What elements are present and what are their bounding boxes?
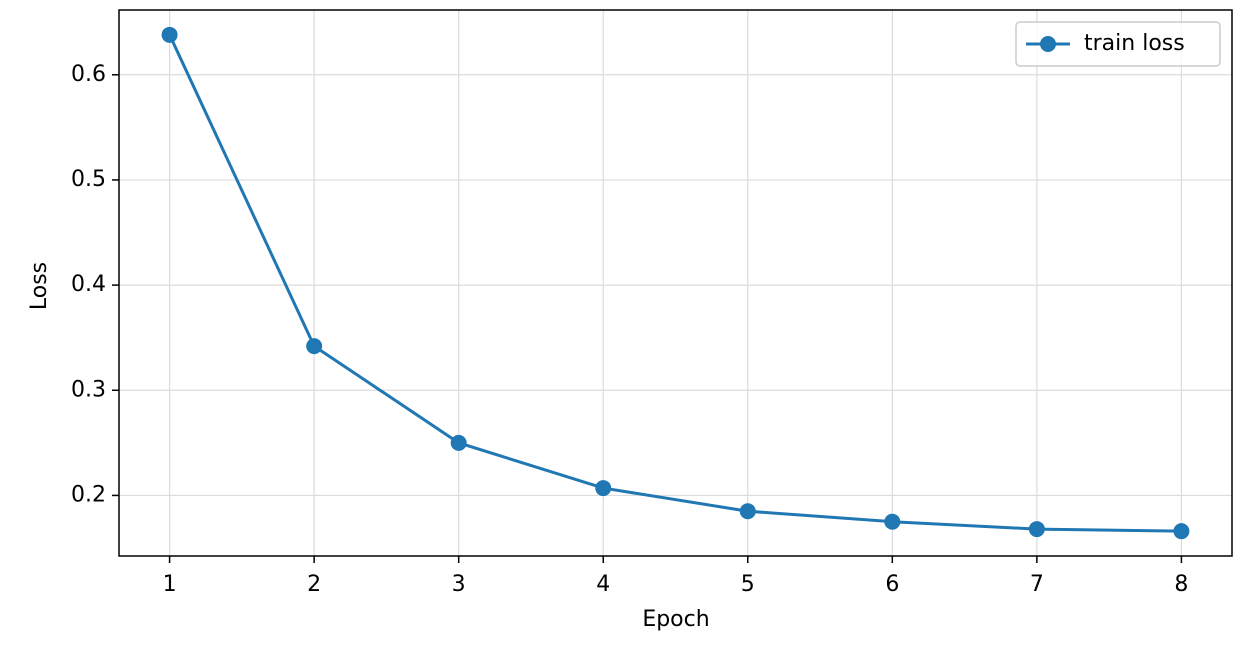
plot-frame (118, 9, 1233, 557)
x-tick-label: 2 (307, 572, 321, 597)
legend-marker (1040, 36, 1056, 52)
y-tick-label: 0.3 (71, 377, 106, 402)
point (1173, 523, 1190, 540)
point (739, 503, 756, 520)
y-tick-label: 0.4 (71, 272, 106, 297)
point (450, 434, 467, 451)
y-axis-label: Loss (27, 262, 52, 310)
x-tick-label: 1 (163, 572, 177, 597)
line (168, 34, 1182, 533)
point (306, 338, 323, 355)
x-tick-label: 7 (1030, 572, 1044, 597)
legend-label: train loss (1084, 31, 1185, 56)
point (1028, 521, 1045, 538)
y-tick-label: 0.6 (71, 62, 106, 87)
y-tick-label: 0.2 (71, 482, 106, 507)
point (884, 513, 901, 530)
x-axis-label: Epoch (642, 607, 709, 632)
legend-box (1015, 21, 1221, 67)
x-tick-label: 4 (596, 572, 610, 597)
point (595, 480, 612, 497)
x-tick-label: 6 (885, 572, 899, 597)
legend: train loss (1015, 21, 1221, 67)
x-tick-label: 8 (1174, 572, 1188, 597)
point (161, 26, 178, 43)
y-tick-label: 0.5 (71, 167, 106, 192)
x-tick-label: 5 (741, 572, 755, 597)
x-tick-label: 3 (452, 572, 466, 597)
